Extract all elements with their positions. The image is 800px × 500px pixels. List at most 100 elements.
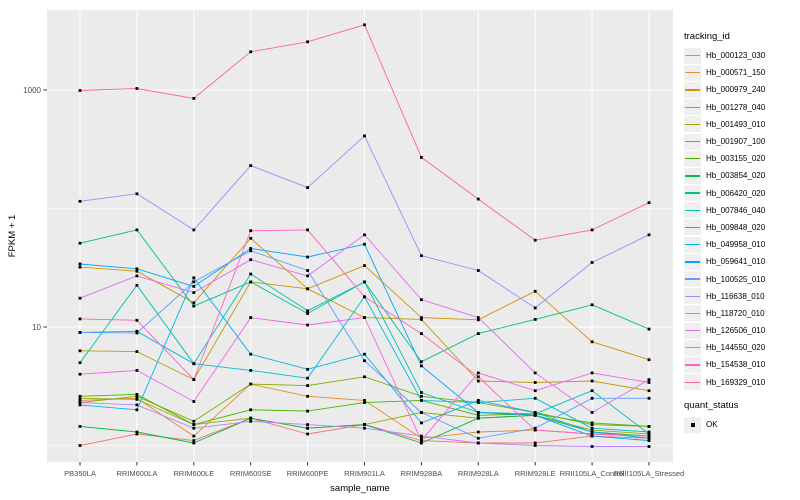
data-point bbox=[249, 258, 253, 262]
data-point bbox=[192, 378, 196, 381]
legend-item-label: Hb_003854_020 bbox=[706, 171, 766, 181]
legend-item-label: Hb_001493_010 bbox=[706, 119, 766, 129]
legend-item-label: Hb_126506_010 bbox=[706, 326, 766, 336]
legend-items: OK bbox=[684, 416, 798, 433]
data-point bbox=[363, 295, 366, 299]
legend-item-Hb_001493_010: Hb_001493_010 bbox=[684, 116, 798, 133]
data-point bbox=[249, 164, 253, 167]
legend-item-label: Hb_006420_020 bbox=[706, 188, 766, 198]
legend-item-label: Hb_000123_030 bbox=[706, 51, 766, 61]
data-point bbox=[420, 411, 423, 414]
legend-key-line bbox=[685, 192, 700, 194]
legend-item-Hb_001278_040: Hb_001278_040 bbox=[684, 99, 798, 116]
data-point bbox=[192, 423, 196, 426]
data-point bbox=[476, 411, 480, 414]
data-point bbox=[306, 255, 309, 259]
data-point bbox=[78, 241, 82, 245]
data-point bbox=[420, 441, 423, 445]
data-point bbox=[78, 349, 82, 353]
legend-item-Hb_154538_010: Hb_154538_010 bbox=[684, 356, 798, 373]
data-point bbox=[647, 425, 651, 428]
data-point bbox=[249, 382, 253, 386]
data-point bbox=[249, 236, 253, 240]
legend-key-swatch bbox=[684, 271, 701, 288]
legend-key-line bbox=[685, 106, 700, 108]
data-point bbox=[590, 434, 594, 438]
data-point bbox=[306, 432, 309, 436]
legend-key-swatch bbox=[684, 322, 701, 339]
data-point bbox=[476, 413, 480, 417]
data-point bbox=[420, 434, 423, 438]
data-point bbox=[647, 430, 651, 434]
data-point bbox=[647, 389, 651, 393]
data-point bbox=[78, 361, 82, 365]
data-point bbox=[590, 426, 594, 430]
legend-key-line bbox=[685, 347, 700, 349]
data-point bbox=[306, 274, 309, 278]
data-point bbox=[249, 50, 253, 54]
data-point bbox=[533, 389, 537, 393]
data-point bbox=[533, 396, 537, 400]
legend-item-label: Hb_118720_010 bbox=[706, 308, 765, 318]
data-point bbox=[363, 401, 366, 404]
legend-key-line bbox=[685, 54, 700, 57]
data-point bbox=[476, 375, 480, 379]
data-point bbox=[135, 430, 139, 434]
legend-key-swatch bbox=[684, 116, 701, 133]
legend-item-label: Hb_169329_010 bbox=[706, 377, 766, 387]
legend-key-swatch bbox=[684, 305, 701, 322]
data-point bbox=[476, 371, 480, 375]
data-point bbox=[135, 408, 139, 412]
data-point bbox=[590, 428, 594, 432]
legend-tracking-id: tracking_id Hb_000123_030 Hb_000571_150 Hb… bbox=[684, 31, 798, 391]
data-point bbox=[135, 228, 139, 232]
data-point bbox=[192, 426, 196, 430]
data-point bbox=[78, 317, 82, 321]
data-point bbox=[590, 379, 594, 383]
legend-key-swatch bbox=[684, 47, 701, 64]
data-point bbox=[647, 358, 651, 362]
data-point bbox=[363, 426, 366, 430]
legend-item-label: Hb_001278_040 bbox=[706, 102, 766, 112]
data-point bbox=[135, 329, 139, 333]
data-point bbox=[306, 409, 309, 413]
data-point bbox=[647, 445, 651, 448]
legend-key-swatch bbox=[684, 288, 701, 305]
data-point bbox=[192, 280, 196, 284]
legend-key-line bbox=[685, 329, 700, 332]
data-point bbox=[135, 269, 139, 273]
data-point bbox=[192, 419, 196, 423]
legend-key-swatch bbox=[684, 81, 701, 98]
data-point bbox=[420, 360, 423, 364]
legend-key-swatch bbox=[684, 374, 701, 391]
data-point bbox=[249, 352, 253, 356]
data-point bbox=[78, 399, 82, 402]
legend-item-label: Hb_003155_020 bbox=[706, 154, 766, 164]
data-point bbox=[590, 423, 594, 426]
legend-item-label: Hb_000979_240 bbox=[706, 85, 766, 95]
data-point bbox=[476, 436, 480, 440]
data-point bbox=[135, 369, 139, 372]
legend-title: quant_status bbox=[684, 400, 739, 411]
data-point bbox=[420, 318, 423, 321]
data-point bbox=[249, 249, 253, 253]
legend-key-line bbox=[685, 175, 700, 177]
legend-key-line bbox=[685, 140, 700, 143]
legend-key-swatch bbox=[684, 339, 701, 356]
data-point bbox=[306, 426, 309, 430]
data-point bbox=[363, 264, 366, 267]
legend-item-Hb_144550_020: Hb_144550_020 bbox=[684, 339, 798, 356]
data-point bbox=[533, 411, 537, 414]
data-point bbox=[533, 306, 537, 310]
data-point bbox=[249, 247, 253, 250]
data-point bbox=[476, 379, 480, 383]
legend-key-swatch bbox=[684, 219, 701, 236]
data-point bbox=[78, 89, 82, 92]
data-point bbox=[647, 378, 651, 381]
data-point bbox=[306, 287, 309, 291]
x-tick-label: RRIM928LE bbox=[515, 469, 556, 478]
data-point bbox=[78, 401, 82, 404]
data-point bbox=[590, 261, 594, 264]
data-point bbox=[533, 381, 537, 384]
data-point bbox=[647, 439, 651, 442]
